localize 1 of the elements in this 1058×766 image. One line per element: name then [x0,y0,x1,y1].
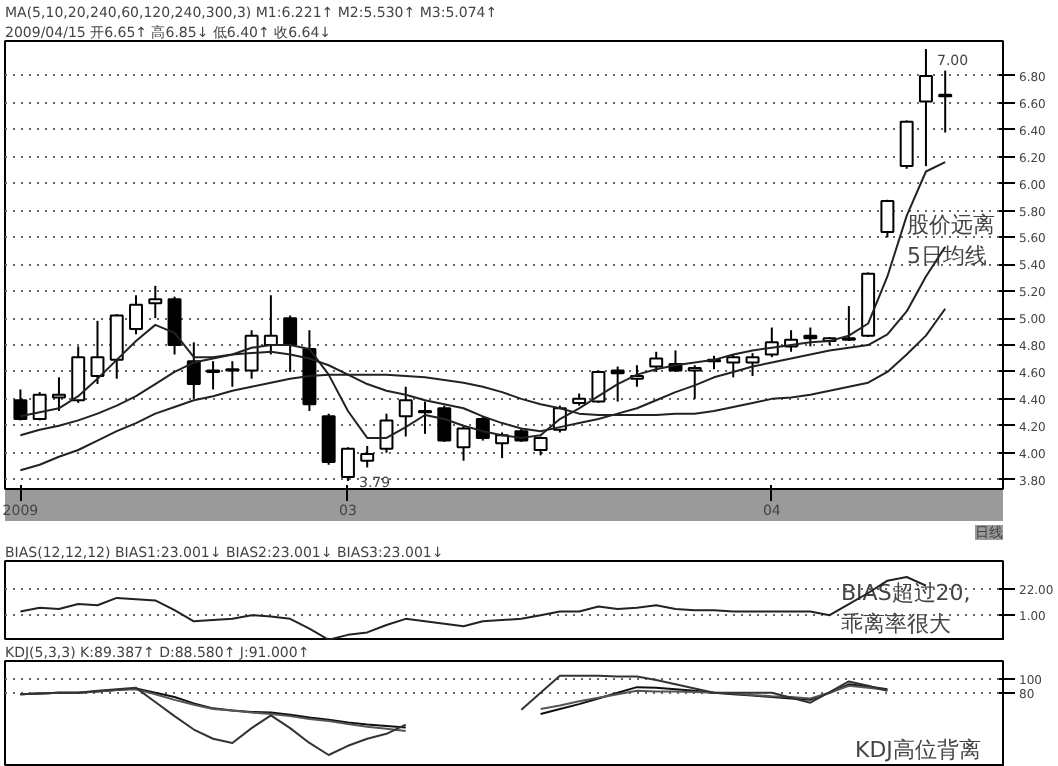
annotation: KDJ高位背离 [855,737,981,763]
